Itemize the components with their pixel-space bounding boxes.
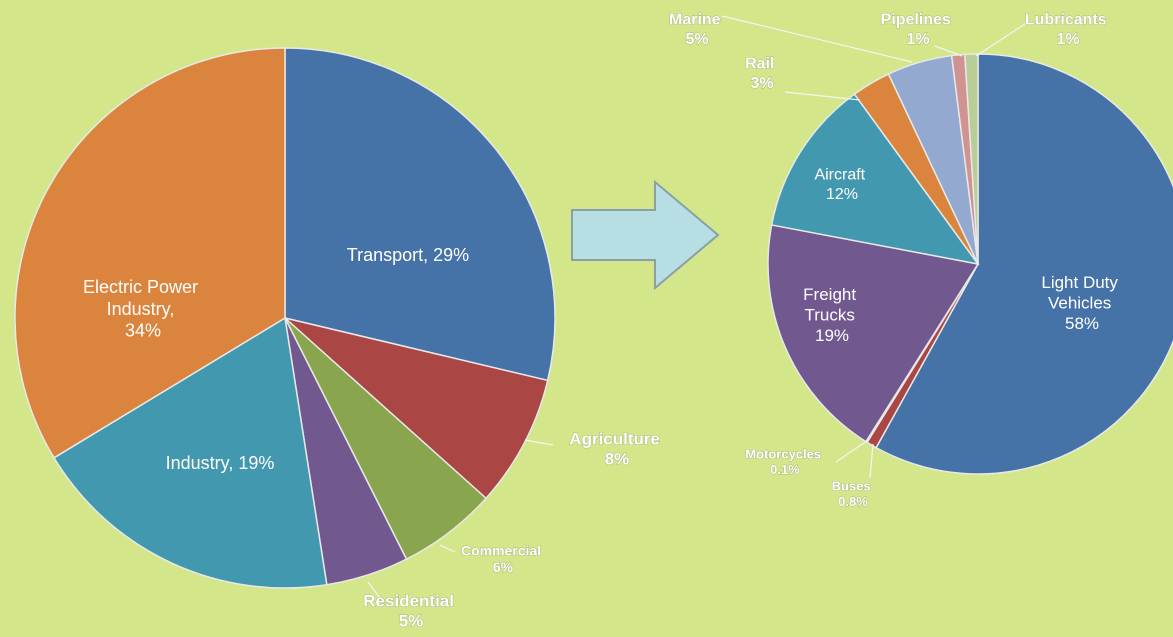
data-label: Buses 0.8% <box>832 479 875 510</box>
data-label: Marine 5% <box>669 12 725 48</box>
data-label: Industry, 19% <box>166 453 275 473</box>
leader-line <box>934 45 963 57</box>
data-label: Freight Trucks 19% <box>803 285 861 345</box>
data-label: Residential 5% <box>363 591 458 630</box>
pie-slice <box>284 317 549 500</box>
data-label: Lubricants 1% <box>1025 12 1111 48</box>
data-label: Light Duty Vehicles 58% <box>1041 273 1122 333</box>
pie-slice <box>14 47 286 459</box>
pie-slice <box>284 47 556 382</box>
leader-line <box>975 21 1029 57</box>
data-label: Rail 3% <box>745 56 779 92</box>
leader-line <box>439 544 456 553</box>
pie-slice <box>770 93 980 266</box>
data-label: Electric Power Industry, 34% <box>83 277 203 340</box>
data-label: Aircraft 12% <box>814 167 869 203</box>
pie-slice <box>767 224 980 443</box>
data-label: Commercial 6% <box>461 542 545 575</box>
pie-slice <box>52 316 328 589</box>
leader-line <box>721 15 913 63</box>
leader-line <box>784 91 861 101</box>
pie-slice <box>875 53 1173 475</box>
leader-line <box>869 443 874 479</box>
leader-line <box>835 439 869 463</box>
data-label: Pipelines 1% <box>881 12 956 48</box>
leader-line <box>367 581 381 599</box>
arrow <box>571 179 720 291</box>
data-label: Agriculture 8% <box>569 429 664 468</box>
leader-line <box>524 439 554 446</box>
data-label: Transport, 29% <box>347 245 469 265</box>
data-label: Motorcycles 0.1% <box>745 447 824 478</box>
